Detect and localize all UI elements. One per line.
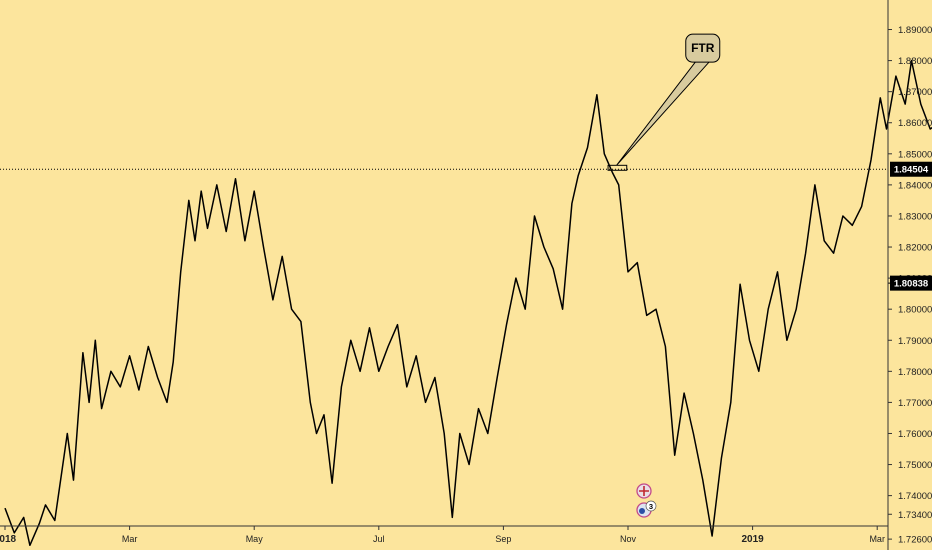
x-tick-label-6: 2019 [741,534,764,545]
y-tick-label-13: 1.76000 [898,429,932,440]
y-tick-label-7: 1.82000 [898,243,932,254]
y-tick-label-12: 1.77000 [898,398,932,409]
x-tick-label-3: Jul [373,534,385,544]
y-tick-label-2: 1.87000 [898,87,932,98]
x-tick-label-4: Sep [495,534,511,544]
y-tick-label-3: 1.86000 [898,118,932,129]
y-tick-label-5: 1.84000 [898,180,932,191]
y-tick-label-9: 1.80000 [898,305,932,316]
current-price-label-bg [890,161,932,177]
event-badges[interactable]: 3 [636,483,657,518]
x-tick-label-0: 2018 [0,534,17,545]
y-tick-label-6: 1.83000 [898,211,932,222]
y-tick-label-11: 1.78000 [898,367,932,378]
annotations-layer: FTRFTR [0,33,932,284]
y-tick-label-0: 1.89000 [898,25,932,36]
target-price-label: 1.80838 [894,279,928,290]
event-count-badge [645,500,657,512]
target-price-label-bg [890,275,932,291]
current-price-label: 1.84504 [894,165,929,176]
price-line-layer [4,59,932,547]
y-tick-label-15: 1.74000 [898,491,932,502]
y-tick-label-1: 1.88000 [898,56,932,67]
au-flag-dot-icon [639,508,645,514]
y-tick-label-4: 1.85000 [898,149,932,160]
uk-flag-cross-icon [639,486,649,496]
y-tick-label-14: 1.75000 [898,460,932,471]
ftr-callout-label-0: FTR [691,41,715,55]
price-series-line [4,59,932,547]
price-labels-layer: 1.84504 1.80838 [890,161,932,291]
ftr-marker-box [607,164,628,171]
y-tick-label-17: 1.72600 [898,535,932,546]
x-axis[interactable]: 2018MarMayJulSepNov2019MarMayJulSepNov20… [0,526,932,545]
x-tick-label-5: Nov [620,534,637,544]
y-tick-label-16: 1.73400 [898,510,932,521]
x-tick-label-2: May [246,534,264,544]
x-tick-label-7: Mar [869,534,885,544]
x-tick-label-1: Mar [122,534,138,544]
y-tick-label-10: 1.79000 [898,336,932,347]
ftr-callout-box-0 [685,33,721,63]
event-count-label: 3 [649,502,653,511]
